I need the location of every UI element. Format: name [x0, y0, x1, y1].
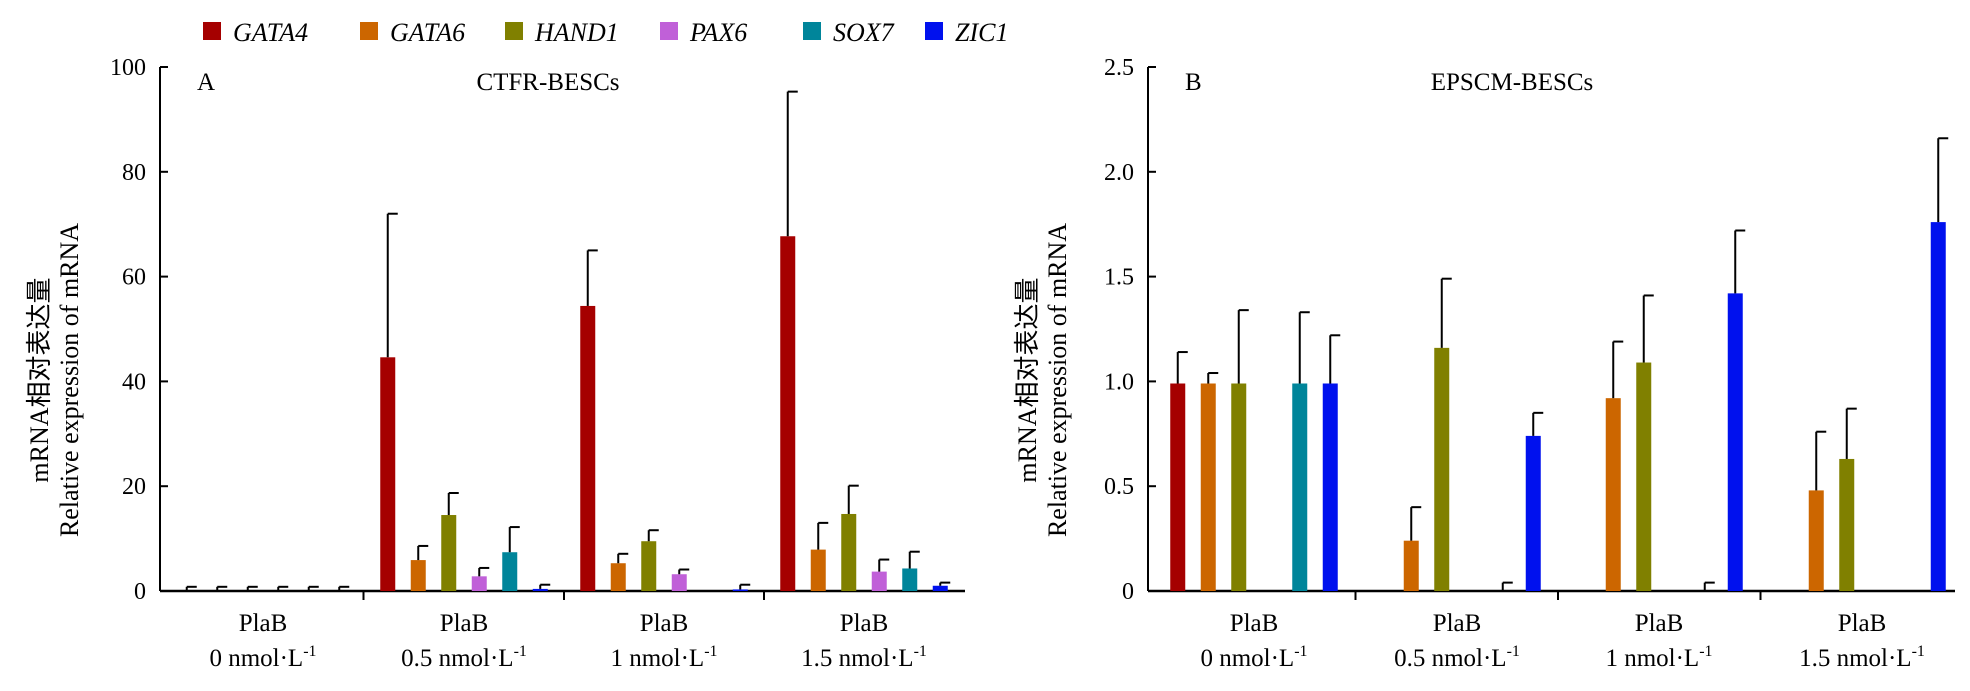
bar-gata4-a: [380, 357, 396, 591]
y-tick-label-b: 0: [1122, 579, 1134, 605]
panel-a-chart: A CTFR-BESCs mRNA相对表达量 Relative expressi…: [25, 55, 965, 672]
bar-sox7-a: [902, 568, 918, 591]
x-category-label-a: PlaB: [440, 610, 489, 637]
y-tick-label-a: 100: [110, 55, 146, 81]
legend-label-sox7: SOX7: [833, 18, 895, 47]
chart-title-a: CTFR-BESCs: [476, 69, 619, 96]
y-tick-label-a: 40: [122, 369, 146, 395]
x-category-label-a: PlaB: [840, 610, 889, 637]
bar-zic1-b: [1322, 383, 1338, 591]
y-tick-label-b: 0.5: [1104, 474, 1134, 500]
x-category-label-a: PlaB: [640, 610, 689, 637]
y-tick-label-b: 1.0: [1104, 369, 1134, 395]
bar-gata6-a: [610, 563, 626, 591]
y-tick-label-a: 0: [134, 579, 146, 605]
panel-label-a: A: [197, 69, 215, 96]
y-tick-label-a: 80: [122, 160, 146, 186]
legend-swatch-hand1: [505, 22, 523, 40]
bar-gata6-b: [1200, 383, 1216, 591]
legend-label-hand1: HAND1: [534, 18, 619, 47]
bar-zic1-b: [1727, 293, 1743, 591]
bar-hand1-b: [1636, 362, 1652, 591]
y-tick-label-a: 60: [122, 265, 146, 291]
bar-hand1-b: [1434, 347, 1450, 591]
bar-gata6-b: [1605, 398, 1621, 591]
x-category-unit-a: 1.5 nmol·L-1: [801, 643, 927, 672]
bar-hand1-b: [1231, 383, 1247, 591]
x-category-label-b: PlaB: [1230, 610, 1279, 637]
legend-swatch-zic1: [925, 22, 943, 40]
legend-swatch-pax6: [660, 22, 678, 40]
legend-label-pax6: PAX6: [689, 18, 747, 47]
x-category-unit-b: 1.5 nmol·L-1: [1799, 643, 1925, 672]
bar-pax6-a: [471, 576, 487, 591]
x-category-label-a: PlaB: [239, 610, 288, 637]
bar-gata6-a: [810, 549, 826, 591]
bar-zic1-b: [1930, 222, 1946, 591]
bar-gata4-a: [780, 236, 796, 591]
chart-title-b: EPSCM-BESCs: [1431, 69, 1594, 96]
legend-label-gata6: GATA6: [390, 18, 465, 47]
x-category-unit-a: 0.5 nmol·L-1: [401, 643, 527, 672]
y-axis-title-cn-a: mRNA相对表达量: [25, 277, 54, 482]
y-axis-title-cn-b: mRNA相对表达量: [1013, 277, 1042, 482]
x-category-label-b: PlaB: [1635, 610, 1684, 637]
bar-gata6-a: [410, 560, 426, 591]
y-axis-title-en-b: Relative expression of mRNA: [1043, 223, 1072, 537]
x-category-unit-b: 1 nmol·L-1: [1605, 643, 1712, 672]
legend-swatch-gata4: [203, 22, 221, 40]
bar-zic1-b: [1525, 435, 1541, 591]
y-axis-title-en-a: Relative expression of mRNA: [55, 223, 84, 537]
legend-label-gata4: GATA4: [233, 18, 308, 47]
y-tick-label-a: 20: [122, 474, 146, 500]
y-tick-label-b: 2.0: [1104, 160, 1134, 186]
bar-zic1-a: [532, 588, 548, 591]
legend-swatch-sox7: [803, 22, 821, 40]
bar-sox7-b: [1292, 383, 1308, 591]
bar-pax6-a: [671, 574, 687, 591]
bar-sox7-a: [502, 552, 518, 591]
bar-gata4-b: [1170, 383, 1186, 591]
bar-zic1-a: [732, 589, 748, 591]
bar-hand1-a: [641, 541, 657, 591]
bar-gata6-b: [1808, 490, 1824, 591]
y-tick-label-b: 2.5: [1104, 55, 1134, 81]
bar-hand1-b: [1839, 458, 1855, 591]
panel-label-b: B: [1185, 69, 1202, 96]
x-category-unit-a: 1 nmol·L-1: [610, 643, 717, 672]
x-category-label-b: PlaB: [1838, 610, 1887, 637]
panel-b-chart: B EPSCM-BESCs mRNA相对表达量 Relative express…: [1013, 55, 1955, 672]
bar-gata6-b: [1403, 540, 1419, 591]
x-category-unit-a: 0 nmol·L-1: [209, 643, 316, 672]
y-tick-label-b: 1.5: [1104, 265, 1134, 291]
x-category-unit-b: 0.5 nmol·L-1: [1394, 643, 1520, 672]
legend-swatch-gata6: [360, 22, 378, 40]
legend-label-zic1: ZIC1: [955, 18, 1008, 47]
x-category-unit-b: 0 nmol·L-1: [1200, 643, 1307, 672]
bar-gata4-a: [580, 305, 596, 591]
bar-zic1-a: [932, 585, 948, 591]
bar-pax6-a: [871, 571, 887, 591]
legend: GATA4 GATA6 HAND1 PAX6 SOX7 ZIC1: [203, 18, 1008, 47]
bar-hand1-a: [841, 513, 857, 591]
x-category-label-b: PlaB: [1433, 610, 1482, 637]
bar-hand1-a: [441, 515, 457, 591]
